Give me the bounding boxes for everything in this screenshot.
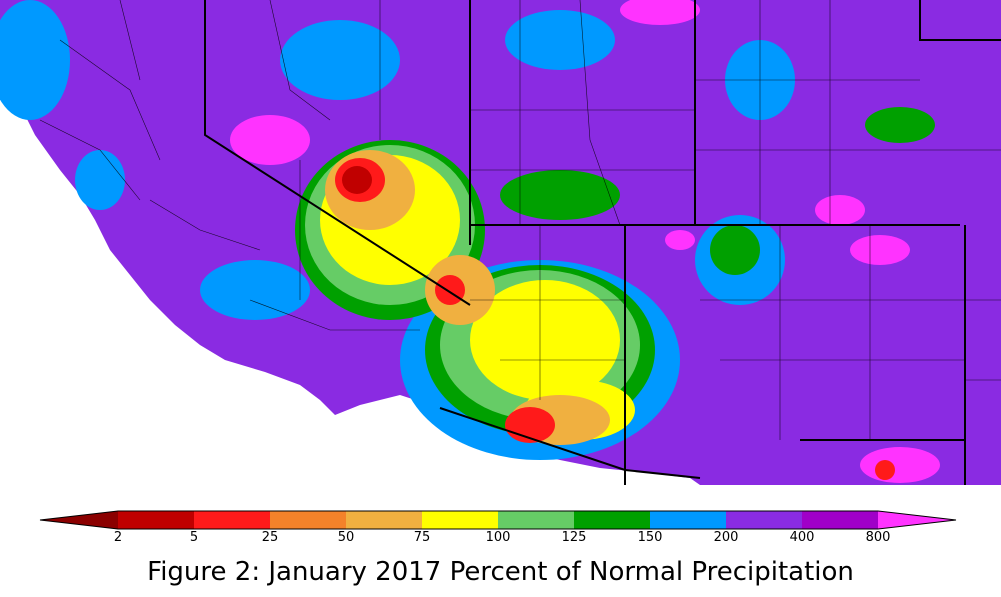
legend-swatch-50-75	[346, 511, 422, 529]
legend-tick-25: 25	[261, 530, 279, 545]
legend-swatch-400-800	[802, 511, 878, 529]
legend-tick-800: 800	[865, 530, 891, 545]
legend-swatch-200-400	[726, 511, 802, 529]
green-area-utah-s	[500, 170, 620, 220]
legend-swatch-150-200	[650, 511, 726, 529]
blue-area-utah	[505, 10, 615, 70]
county-boundaries	[39, 0, 1001, 440]
red-area-az-w	[435, 275, 465, 305]
high-area-nw-nevada	[230, 115, 310, 165]
legend-swatch-75-100	[422, 511, 498, 529]
yellow-area-az	[470, 280, 620, 400]
blue-area-ca-south	[200, 260, 310, 320]
figure-caption: Figure 2: January 2017 Percent of Normal…	[147, 557, 854, 587]
high-area-nm-east	[850, 235, 910, 265]
legend-color-bar	[39, 510, 957, 530]
legend-arrow-right	[878, 511, 956, 529]
high-area-az-nm	[665, 230, 695, 250]
legend-tick-5: 5	[189, 530, 199, 545]
boundary-top-right	[919, 0, 1001, 41]
legend-swatch-5-25	[194, 511, 270, 529]
high-area-texas	[860, 447, 940, 483]
legend-tick-400: 400	[789, 530, 815, 545]
legend-tick-200: 200	[713, 530, 739, 545]
high-area-colorado	[815, 195, 865, 225]
dark-red-area-nv	[342, 166, 372, 194]
legend-swatch-100-125	[498, 511, 574, 529]
mexico-area	[335, 415, 700, 485]
boundary-az-mexico	[439, 407, 701, 479]
blue-area-nevada-n	[280, 20, 400, 100]
legend-swatch-2-5	[118, 511, 194, 529]
legend-tick-75: 75	[413, 530, 431, 545]
legend-swatch-25-50	[270, 511, 346, 529]
high-area-utah-north	[620, 0, 700, 25]
boundary-ca-nv	[204, 0, 471, 306]
red-area-texas	[875, 460, 895, 480]
blue-area-ca-coast	[75, 150, 125, 210]
legend-tick-150: 150	[637, 530, 663, 545]
green-area-co	[865, 107, 935, 143]
color-legend: 2 5 25 50 75 100 125 150 200 400 800	[0, 500, 1001, 550]
legend-tick-125: 125	[561, 530, 587, 545]
map-svg	[0, 0, 1001, 485]
green-area-nm	[710, 225, 760, 275]
legend-swatch-125-150	[574, 511, 650, 529]
blue-area-ca-north	[0, 0, 70, 120]
legend-tick-2: 2	[113, 530, 123, 545]
state-boundaries	[204, 0, 1001, 485]
legend-tick-50: 50	[337, 530, 355, 545]
legend-arrow-left	[40, 511, 118, 529]
precipitation-map	[0, 0, 1001, 485]
legend-tick-100: 100	[485, 530, 511, 545]
